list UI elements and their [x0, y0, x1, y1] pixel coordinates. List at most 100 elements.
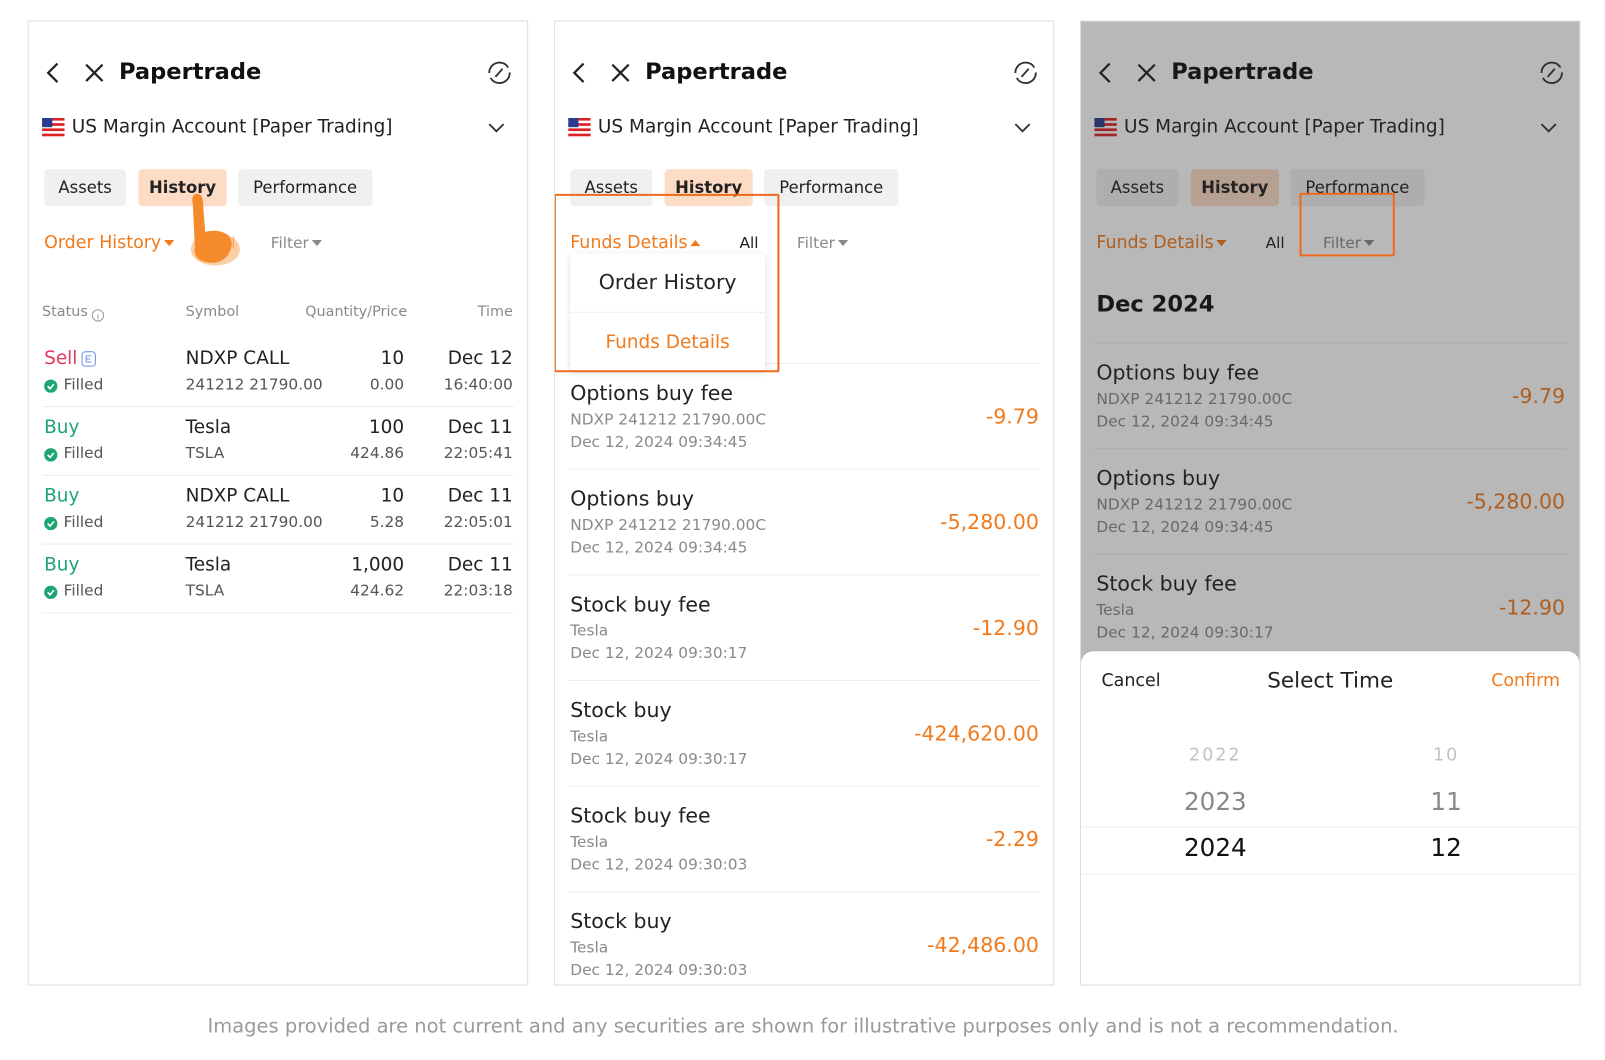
- view-selector[interactable]: Order History: [44, 232, 162, 253]
- tab[interactable]: Assets: [1096, 169, 1179, 207]
- dropdown-arrow: [311, 239, 323, 247]
- separator: [42, 612, 514, 614]
- tab[interactable]: Performance: [237, 169, 373, 207]
- fund-detail: NDXP 241212 21790.00C: [1096, 389, 1293, 408]
- back-button: [1095, 61, 1116, 86]
- title: Papertrade: [1171, 59, 1314, 86]
- separator: [568, 679, 1040, 681]
- order-date: Dec 11: [447, 416, 513, 439]
- separator: [42, 474, 514, 476]
- order-symbol: NDXP CALL: [185, 485, 290, 507]
- dropdown-arrow: [1364, 239, 1375, 247]
- fund-amount: -9.79: [1511, 383, 1566, 409]
- range-all[interactable]: All: [1265, 233, 1285, 253]
- fund-detail: Tesla: [570, 938, 609, 957]
- filter-button[interactable]: Filter: [796, 233, 835, 253]
- order-side: Buy: [44, 485, 80, 507]
- fund-title: Options buy: [1096, 465, 1221, 491]
- month-header: Dec 2024: [1096, 292, 1215, 318]
- close-button: [608, 61, 633, 86]
- range-all[interactable]: All: [739, 233, 759, 253]
- menu-item[interactable]: Order History: [598, 269, 737, 295]
- order-detail: TSLA: [185, 581, 225, 600]
- fund-title: Stock buy: [570, 908, 672, 934]
- order-time: 22:03:18: [443, 581, 513, 600]
- column-header: Symbol: [185, 303, 240, 321]
- tab-label: Performance: [779, 177, 884, 198]
- order-price: 5.28: [369, 512, 405, 532]
- order-side: Sell: [44, 347, 78, 370]
- tab[interactable]: History: [1190, 169, 1279, 207]
- tab-label: Performance: [1305, 177, 1410, 198]
- year-option[interactable]: 2024: [1184, 833, 1247, 863]
- account-name: US Margin Account [Paper Trading]: [597, 115, 919, 138]
- separator: [568, 363, 1040, 365]
- order-symbol: Tesla: [185, 416, 232, 439]
- tab[interactable]: Assets: [44, 169, 127, 207]
- fund-title: Stock buy fee: [570, 803, 711, 828]
- order-time: 16:40:00: [443, 375, 513, 394]
- order-price: 424.62: [350, 581, 405, 600]
- panel: Papertrade US Margin Account [Paper Tradi…: [553, 20, 1055, 986]
- cancel-button[interactable]: Cancel: [1101, 670, 1161, 691]
- year-option[interactable]: 2023: [1184, 787, 1247, 817]
- sheet-title: Select Time: [1267, 668, 1394, 693]
- fund-date: Dec 12, 2024 09:30:03: [570, 960, 748, 980]
- menu-item[interactable]: Funds Details: [605, 331, 730, 353]
- tab-label: Performance: [253, 177, 358, 198]
- dropdown-menu: Order History Funds Details: [570, 253, 766, 371]
- month-option[interactable]: 10: [1432, 745, 1460, 766]
- separator: [570, 311, 766, 313]
- fund-date: Dec 12, 2024 09:30:17: [570, 749, 748, 768]
- separator: [568, 785, 1040, 787]
- order-status: Filled: [63, 581, 104, 600]
- filled-icon: [44, 515, 58, 531]
- fund-amount: -12.90: [1498, 594, 1566, 620]
- order-quantity: 10: [380, 485, 405, 507]
- fund-date: Dec 12, 2024 09:34:45: [570, 432, 748, 452]
- filter-button[interactable]: Filter: [1323, 233, 1362, 253]
- filter-button[interactable]: Filter: [270, 233, 309, 253]
- fund-amount: -424,620.00: [914, 720, 1039, 746]
- us-flag: [1094, 117, 1117, 137]
- dropdown-arrow: [1216, 239, 1227, 247]
- fund-title: Options buy fee: [1096, 359, 1260, 385]
- fund-title: Stock buy: [570, 697, 672, 723]
- title: Papertrade: [118, 59, 262, 86]
- fund-title: Stock buy fee: [1096, 571, 1237, 596]
- order-quantity: 10: [380, 347, 405, 370]
- year-option[interactable]: 2022: [1189, 745, 1242, 766]
- fund-amount: -9.79: [985, 404, 1039, 429]
- separator: [568, 891, 1040, 893]
- fund-amount: -2.29: [985, 826, 1039, 852]
- month-option[interactable]: 11: [1430, 787, 1462, 817]
- order-detail: TSLA: [185, 443, 225, 463]
- tab[interactable]: History: [138, 169, 227, 207]
- order-symbol: NDXP CALL: [185, 347, 290, 370]
- account-name: US Margin Account [Paper Trading]: [1124, 115, 1445, 138]
- separator: [1094, 342, 1567, 344]
- order-side: Buy: [44, 416, 80, 439]
- tab[interactable]: Performance: [764, 169, 899, 207]
- view-selector[interactable]: Funds Details: [570, 232, 688, 253]
- order-price: 0.00: [369, 375, 405, 394]
- view-selector[interactable]: Funds Details: [1096, 232, 1214, 253]
- month-option[interactable]: 12: [1430, 833, 1462, 863]
- tab-label: History: [149, 177, 217, 198]
- back-button: [569, 61, 590, 86]
- close-button: [1134, 61, 1159, 86]
- separator: [568, 468, 1040, 470]
- tab[interactable]: History: [664, 169, 753, 207]
- fund-date: Dec 12, 2024 09:34:45: [1096, 517, 1274, 537]
- dropdown-arrow: [164, 239, 175, 247]
- order-time: 22:05:01: [443, 512, 513, 532]
- tab[interactable]: Performance: [1290, 169, 1425, 207]
- confirm-button[interactable]: Confirm: [1491, 670, 1560, 691]
- us-flag: [568, 117, 591, 137]
- tab[interactable]: Assets: [570, 169, 653, 207]
- title: Papertrade: [645, 59, 788, 86]
- fund-date: Dec 12, 2024 09:34:45: [570, 538, 748, 557]
- panel: Papertrade US Margin Account [Paper Tradi…: [27, 20, 529, 986]
- tab-label: History: [1201, 177, 1269, 198]
- filter-highlight: [1299, 192, 1395, 257]
